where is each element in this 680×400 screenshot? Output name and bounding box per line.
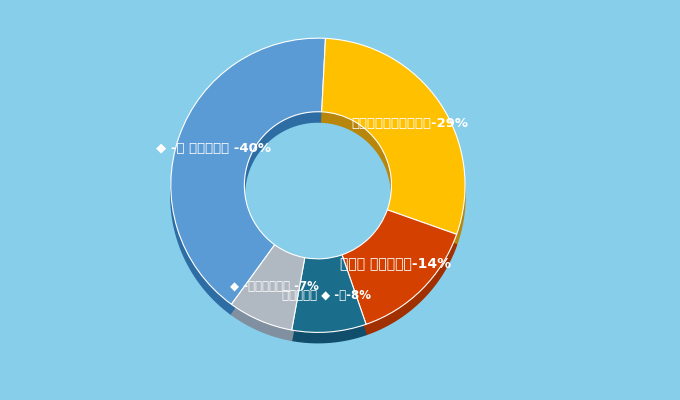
Text: ◆ -縄 レンタカー -40%: ◆ -縄 レンタカー -40% [156, 142, 271, 155]
Wedge shape [342, 210, 457, 324]
Polygon shape [171, 48, 326, 315]
Text: ◆ -縄レンタカー -7%: ◆ -縄レンタカー -7% [230, 280, 319, 293]
Text: オリックスレンタカー-29%: オリックスレンタカー-29% [351, 118, 468, 130]
Wedge shape [292, 255, 366, 332]
Wedge shape [322, 38, 465, 234]
Polygon shape [292, 265, 366, 343]
Text: レンタカー ◆ -縄-8%: レンタカー ◆ -縄-8% [282, 289, 371, 302]
Polygon shape [342, 220, 457, 335]
Wedge shape [231, 245, 305, 330]
Polygon shape [231, 255, 305, 340]
Polygon shape [322, 49, 465, 245]
Text: 宮古島 レンタカー-14%: 宮古島 レンタカー-14% [340, 256, 452, 270]
Wedge shape [171, 38, 326, 304]
